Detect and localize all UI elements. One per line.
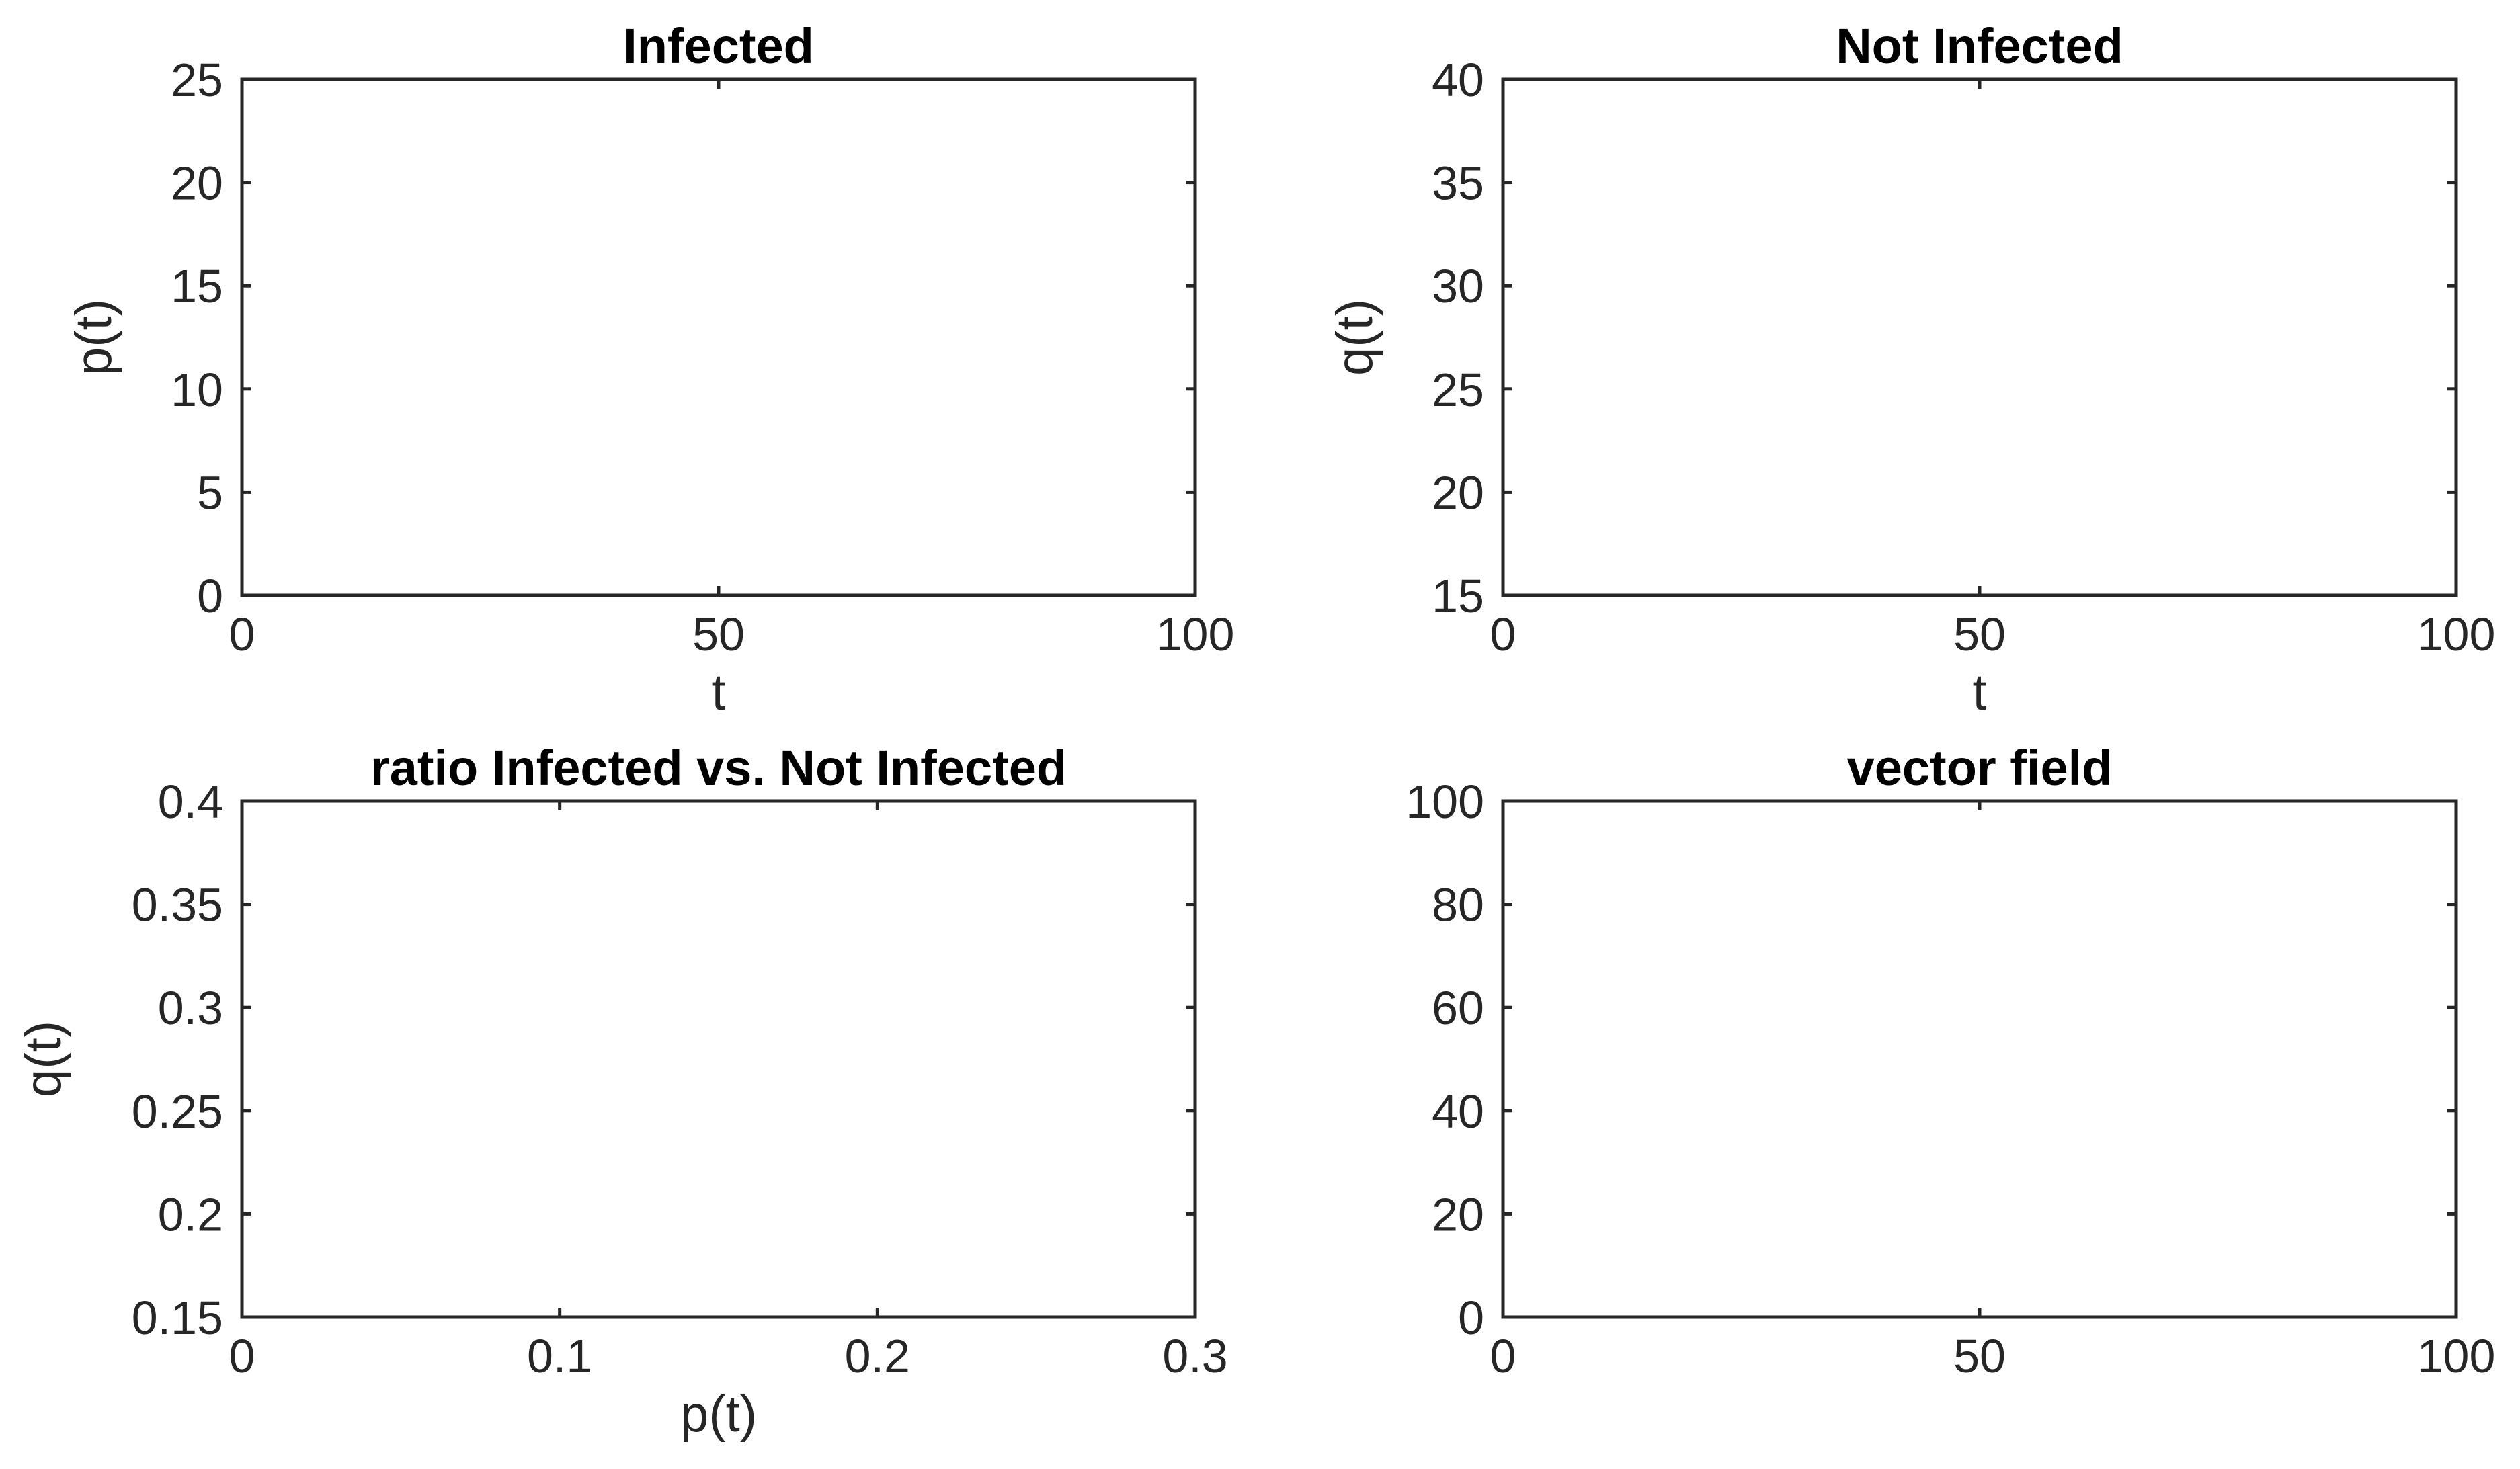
not-infected-y-tick-label: 30 <box>1432 260 1484 312</box>
not-infected-y-axis-label: q(t) <box>1326 299 1383 376</box>
vector-field-x-tick-label: 50 <box>1953 1330 2006 1382</box>
infected-y-tick-label: 25 <box>171 54 223 106</box>
infected-y-tick-label: 10 <box>171 364 223 416</box>
not-infected-x-axis-label: t <box>1972 664 1986 721</box>
not-infected-x-tick-label: 0 <box>1490 608 1516 661</box>
infected-y-tick-label: 0 <box>197 570 223 622</box>
vector-field-y-tick-label: 80 <box>1432 879 1484 931</box>
vector-field-y-tick-label: 40 <box>1432 1085 1484 1138</box>
vector-field-axes-frame <box>1501 799 2458 1319</box>
infected-y-tick-label: 15 <box>171 260 223 312</box>
vector-field-y-tick-label: 0 <box>1458 1292 1484 1344</box>
vector-field-y-tick-label: 100 <box>1406 775 1484 828</box>
ratio-x-axis-label: p(t) <box>680 1386 757 1443</box>
vector-field-panel: 0 50 100 0 20 40 60 80 100 vector field <box>1406 740 2495 1382</box>
not-infected-x-tick-label: 100 <box>2417 608 2496 661</box>
not-infected-panel: 0 50 100 15 20 25 30 35 40 Not Infected t q(t) <box>1326 18 2495 721</box>
vector-field-y-tick-label: 20 <box>1432 1188 1484 1241</box>
infected-panel: 0 50 100 0 5 10 15 20 25 Infected t p(t) <box>65 18 1234 721</box>
ratio-x-tick-label: 0.2 <box>845 1330 910 1382</box>
infected-x-tick-label: 100 <box>1156 608 1235 661</box>
not-infected-title: Not Infected <box>1836 18 2123 74</box>
not-infected-y-tick-label: 35 <box>1432 157 1484 210</box>
ratio-y-tick-label: 0.4 <box>158 775 223 828</box>
not-infected-x-tick-label: 50 <box>1953 608 2006 661</box>
not-infected-y-tick-label: 40 <box>1432 54 1484 106</box>
infected-y-tick-label: 5 <box>197 466 223 519</box>
ratio-y-tick-label: 0.25 <box>132 1085 223 1138</box>
ratio-x-tick-label: 0.3 <box>1162 1330 1227 1382</box>
infected-title: Infected <box>623 18 814 74</box>
infected-y-axis-label: p(t) <box>65 299 122 376</box>
ratio-title: ratio Infected vs. Not Infected <box>370 740 1067 796</box>
vector-field-y-tick-label: 60 <box>1432 982 1484 1034</box>
ratio-panel: 0 0.1 0.2 0.3 0.15 0.2 0.25 0.3 0.35 0.4 ratio Inf… <box>15 740 1228 1443</box>
not-infected-axes-frame <box>1501 77 2458 597</box>
infected-axes-frame <box>240 77 1197 597</box>
infected-x-tick-label: 0 <box>229 608 255 661</box>
vector-field-x-tick-label: 0 <box>1490 1330 1516 1382</box>
ratio-y-tick-label: 0.3 <box>158 982 223 1034</box>
vector-field-x-tick-label: 100 <box>2417 1330 2496 1382</box>
infected-x-axis-label: t <box>711 664 725 721</box>
infected-x-tick-label: 50 <box>692 608 745 661</box>
ratio-y-tick-label: 0.2 <box>158 1188 223 1241</box>
not-infected-y-tick-label: 20 <box>1432 466 1484 519</box>
not-infected-y-tick-label: 15 <box>1432 570 1484 622</box>
infected-y-tick-label: 20 <box>171 157 223 210</box>
ratio-y-tick-label: 0.35 <box>132 879 223 931</box>
ratio-x-tick-label: 0 <box>229 1330 255 1382</box>
ratio-x-tick-label: 0.1 <box>527 1330 592 1382</box>
ratio-axes-frame <box>240 799 1197 1319</box>
ratio-y-tick-label: 0.15 <box>132 1292 223 1344</box>
ratio-y-axis-label: q(t) <box>15 1021 72 1097</box>
vector-field-title: vector field <box>1847 740 2113 796</box>
not-infected-y-tick-label: 25 <box>1432 364 1484 416</box>
